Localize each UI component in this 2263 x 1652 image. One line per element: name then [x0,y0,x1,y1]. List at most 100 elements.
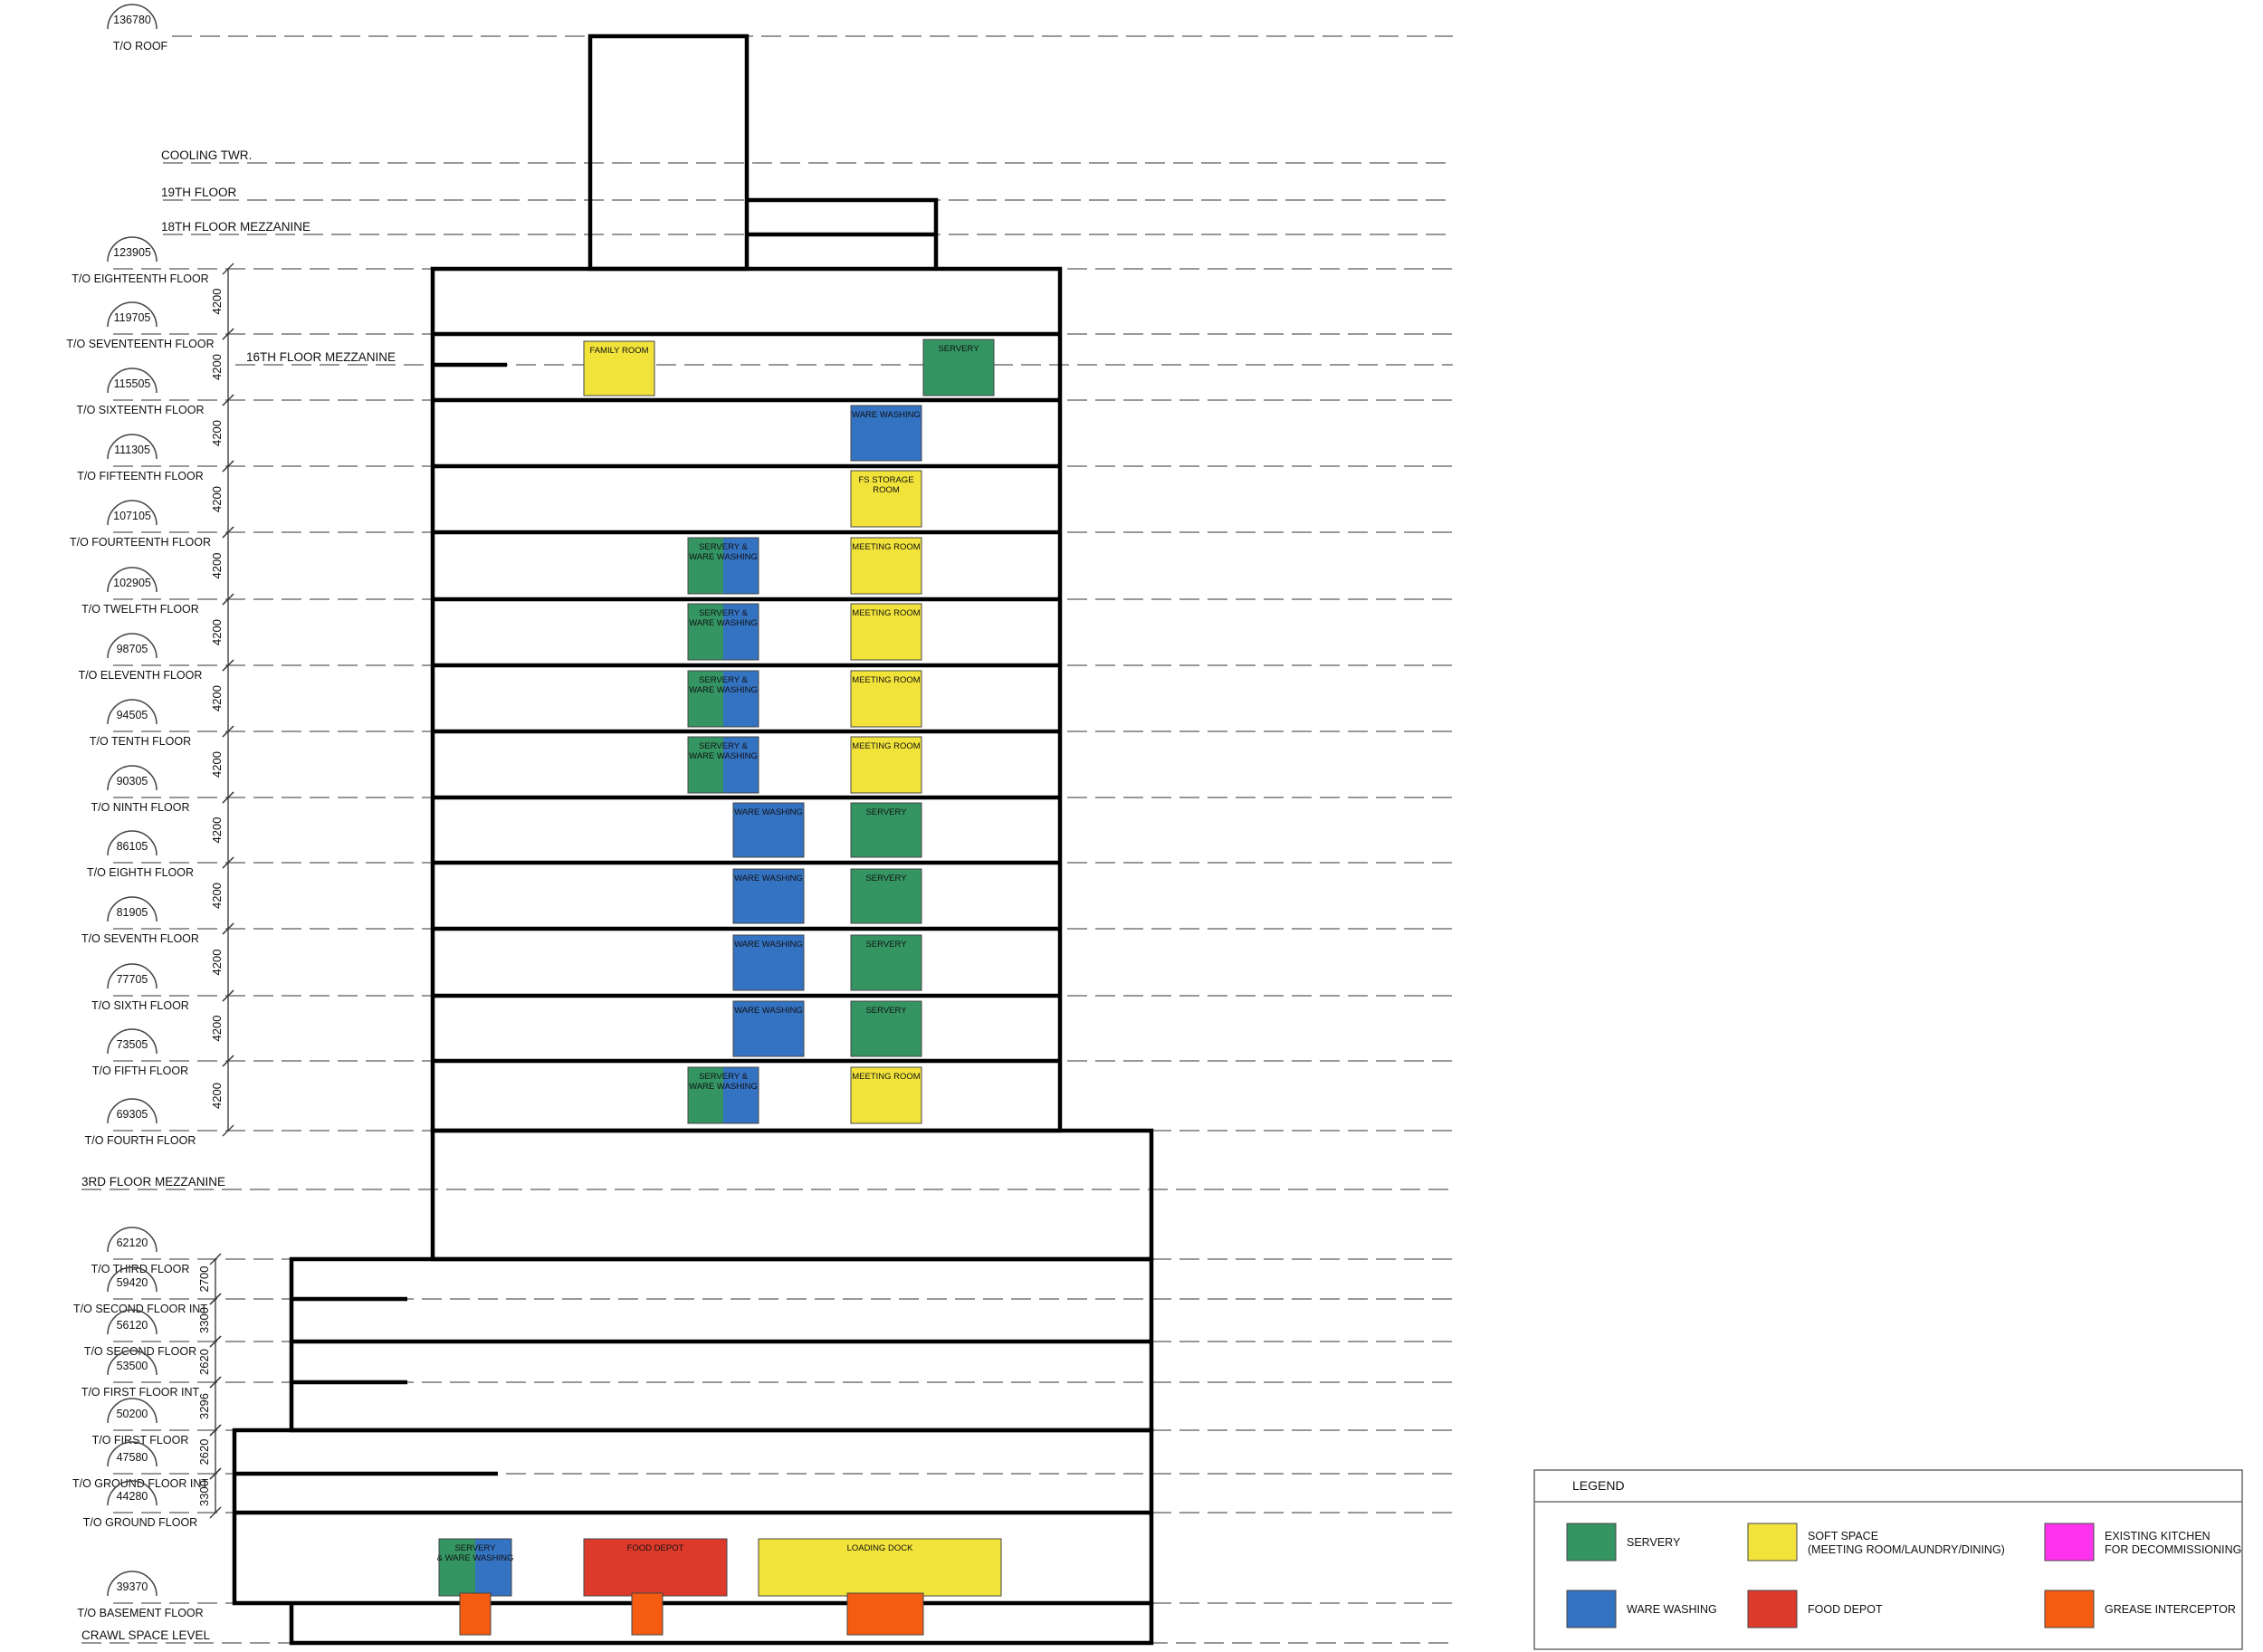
room-label: SERVERY [938,344,979,354]
elevation-marker [107,830,158,856]
level-lines: 136780 T/O ROOF COOLING TWR. 19TH FLOOR 18TH… [66,4,1453,1644]
dimension: 4200 [210,922,234,1002]
room-servery-ware-washing-f5: SERVERY &WARE WASHING [687,1066,759,1124]
room-meeting-room-f14: MEETING ROOM [850,537,922,595]
level-f18: 123905 T/O EIGHTEENTH FLOOR [72,236,1453,285]
elevation-value: 81905 [117,906,148,919]
dimension-tick [222,856,234,869]
room-label: SERVERY & [699,542,749,552]
room-fill [850,934,922,991]
room-label: SERVERY [865,807,907,817]
room-label: WARE WASHING [734,940,803,950]
room-meeting-room-f12: MEETING ROOM [850,603,922,661]
elevation-value: 136780 [113,14,151,26]
elevation-marker [107,4,158,30]
elevation-value: 56120 [117,1319,148,1332]
legend-label: FOR DECOMMISSIONING [2105,1543,2241,1556]
room-label: MEETING ROOM [852,675,921,685]
room-label: WARE WASHING [689,618,758,628]
room-fill [732,934,805,991]
elevation-marker [107,1480,158,1506]
legend-item-soft: SOFT SPACE(MEETING ROOM/LAUNDRY/DINING) [1747,1523,2005,1561]
legend-item-grease: GREASE INTERCEPTOR [2044,1590,2236,1628]
elevation-value: 59420 [117,1276,148,1289]
level-label: T/O GROUND FLOOR [83,1516,197,1529]
crawl-space [289,1603,1154,1646]
dimension: 4200 [210,263,234,340]
room-label: WARE WASHING [734,807,803,817]
room-food-depot-gf: FOOD DEPOT [583,1538,728,1597]
dimension-tick [209,1506,222,1519]
room-fill [758,1538,1002,1597]
level-label: T/O SEVENTEENTH FLOOR [66,338,214,350]
room-fill [732,1000,805,1057]
room-label: SERVERY & [699,741,749,751]
legend-item-ware: WARE WASHING [1566,1590,1717,1628]
room-label: WARE WASHING [689,552,758,562]
legend-label: SERVERY [1627,1536,1681,1549]
level-label: T/O SEVENTH FLOOR [81,932,199,945]
elevation-marker [107,699,158,725]
level-label: T/O NINTH FLOOR [91,801,189,814]
level-f1i: 53500 T/O FIRST FLOOR INT [81,1350,1453,1399]
elevation-value: 90305 [117,775,148,788]
dimension-tick [222,1055,234,1067]
level-label: T/O FIRST FLOOR [92,1434,189,1447]
room-servery-ware-washing-gf: SERVERY& WARE WASHING [437,1538,513,1597]
ware-washing-half [723,604,759,660]
elevation-value: 53500 [117,1360,148,1372]
room-label: SERVERY & [699,608,749,618]
dimension-tick [209,1467,222,1480]
elevation-marker [107,301,158,328]
room-label: FOOD DEPOT [627,1543,684,1553]
room-label: LOADING DOCK [847,1543,914,1553]
level-f2i: 59420 T/O SECOND FLOOR INT [73,1266,1453,1315]
room-servery-f7: SERVERY [850,934,922,991]
room-label: SERVERY [865,1006,907,1016]
podium-middle [289,1256,1154,1433]
penthouse-19th [747,197,939,269]
legend: LEGEND SERVERY SOFT SPACE(MEETING ROOM/LAU… [1533,1469,2243,1650]
room-servery-ware-washing-f14: SERVERY &WARE WASHING [687,537,759,595]
room-fill [583,340,655,396]
room-servery-f6: SERVERY [850,1000,922,1057]
dimension-tick [209,1424,222,1437]
ware-washing-half [723,671,759,727]
level-label: 19TH FLOOR [161,186,237,199]
elevation-value: 44280 [117,1490,148,1503]
dimension-value: 2700 [197,1266,211,1293]
elevation-marker [107,1350,158,1376]
podium-lower [232,1428,1154,1606]
dimension-tick [222,526,234,539]
level-label: T/O FIFTEENTH FLOOR [77,470,204,482]
dimension: 4200 [210,460,234,539]
level-label: COOLING TWR. [161,148,252,162]
level-f5: 73505 T/O FIFTH FLOOR [92,1028,1453,1077]
room-label: MEETING ROOM [852,608,921,618]
elevation-marker [107,1028,158,1055]
elevation-value: 77705 [117,973,148,986]
servery-half [688,1067,723,1123]
dimension-tick [222,725,234,738]
room-meeting-room-f10: MEETING ROOM [850,736,922,794]
legend-label: GREASE INTERCEPTOR [2105,1603,2236,1616]
dimension-tick [209,1335,222,1348]
ware-washing-half [723,538,759,594]
elevation-marker [107,963,158,989]
elevation-value: 73505 [117,1038,148,1051]
legend-swatch [1566,1523,1617,1561]
level-f6: 77705 T/O SIXTH FLOOR [91,963,1453,1012]
legend-label: WARE WASHING [1627,1603,1717,1616]
level-label: T/O SIXTH FLOOR [91,999,189,1012]
elevation-value: 94505 [117,709,148,721]
dimension: 4200 [210,856,234,935]
dimension: 4200 [210,593,234,672]
room-fill [850,537,922,595]
room-border [687,603,759,661]
level-bf: 39370 T/O BASEMENT FLOOR [77,1571,1453,1619]
level-label: T/O EIGHTEENTH FLOOR [72,272,208,285]
level-f17: 119705 T/O SEVENTEENTH FLOOR [66,301,1453,350]
dimension-value: 3296 [197,1393,211,1419]
room-fill [732,802,805,858]
dimension: 3296 [197,1376,222,1437]
